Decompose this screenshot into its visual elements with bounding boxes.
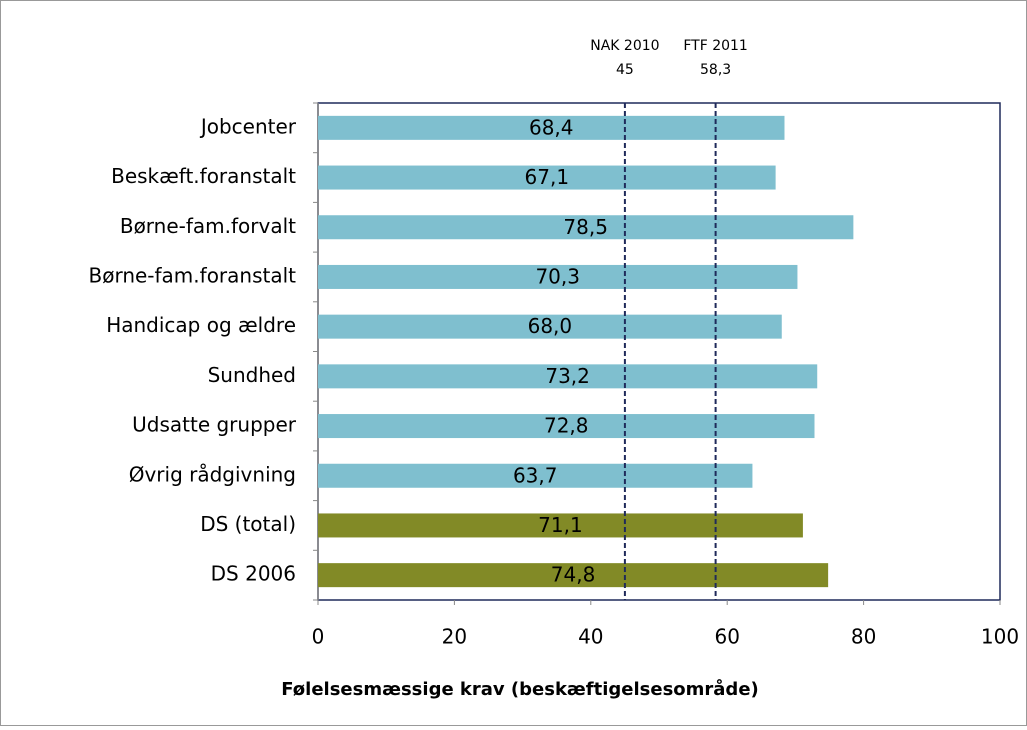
y-tick-label: Jobcenter xyxy=(199,114,297,138)
value-label: 70,3 xyxy=(535,264,580,288)
bar xyxy=(318,115,785,140)
y-tick-label: Sundhed xyxy=(208,363,296,387)
x-tick-label: 60 xyxy=(714,625,739,649)
y-tick-label: DS (total) xyxy=(200,512,296,536)
y-tick-label: Øvrig rådgivning xyxy=(129,462,296,486)
x-axis-label: Følelsesmæssige krav (beskæftigelsesområ… xyxy=(281,678,759,700)
value-label: 78,5 xyxy=(563,215,608,239)
bar xyxy=(318,165,776,190)
reference-value: 45 xyxy=(616,62,634,78)
bar xyxy=(318,215,854,240)
bar xyxy=(318,563,829,588)
x-tick-label: 80 xyxy=(851,625,876,649)
value-label: 67,1 xyxy=(525,165,570,189)
y-tick-label: Udsatte grupper xyxy=(132,413,297,437)
y-tick-label: DS 2006 xyxy=(211,562,296,586)
value-label: 73,2 xyxy=(545,364,590,388)
bar xyxy=(318,414,815,439)
value-label: 74,8 xyxy=(551,563,596,587)
value-label: 72,8 xyxy=(544,414,589,438)
reference-label: FTF 2011 xyxy=(683,38,748,54)
bar xyxy=(318,364,818,389)
x-tick-label: 100 xyxy=(981,625,1019,649)
bar xyxy=(318,463,753,488)
value-label: 68,0 xyxy=(528,314,573,338)
value-label: 63,7 xyxy=(513,463,558,487)
y-tick-label: Børne-fam.foranstalt xyxy=(88,263,296,287)
reference-label: NAK 2010 xyxy=(590,38,659,54)
bar xyxy=(318,264,798,289)
x-tick-label: 0 xyxy=(312,625,325,649)
bar xyxy=(318,314,782,339)
reference-value: 58,3 xyxy=(700,62,731,78)
value-label: 71,1 xyxy=(538,513,583,537)
value-label: 68,4 xyxy=(529,115,574,139)
y-tick-label: Handicap og ældre xyxy=(106,313,296,337)
y-tick-label: Beskæft.foranstalt xyxy=(111,164,296,188)
x-tick-label: 40 xyxy=(578,625,603,649)
y-tick-label: Børne-fam.forvalt xyxy=(120,214,296,238)
x-tick-label: 20 xyxy=(442,625,467,649)
bar xyxy=(318,513,803,538)
